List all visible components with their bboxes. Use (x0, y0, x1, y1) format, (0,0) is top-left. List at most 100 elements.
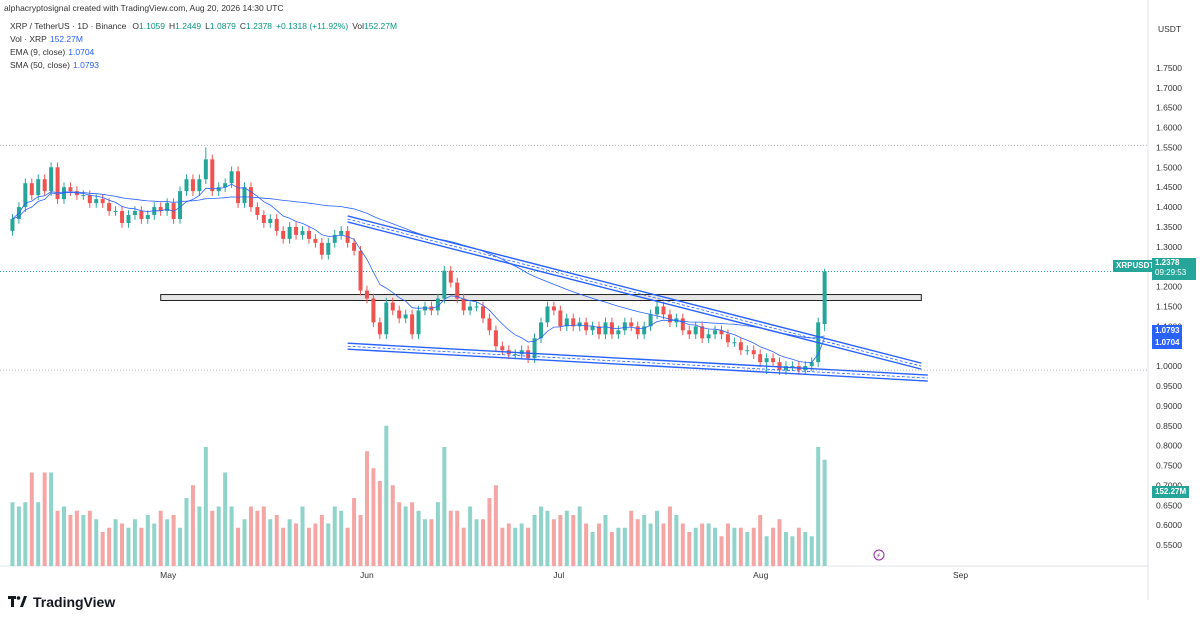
candle-body (145, 215, 150, 219)
candle-body (178, 191, 183, 219)
candle-body (313, 238, 318, 243)
volume-bar (500, 527, 505, 566)
candle-body (783, 366, 788, 371)
volume-bar (803, 532, 808, 566)
legend-volume[interactable]: Vol · XRP 152.27M (10, 34, 83, 44)
volume-bar (158, 510, 163, 566)
y-tick-label: 1.5000 (1156, 162, 1182, 172)
candle-body (126, 215, 131, 223)
volume-bar (751, 527, 756, 566)
volume-bar (822, 459, 827, 566)
volume-bar (197, 506, 202, 566)
candle-body (693, 326, 698, 335)
price-axis: 1.7500 1.7000 1.6500 1.6000 1.5500 1.5000 1.45… (1156, 63, 1182, 550)
volume-bar (178, 527, 183, 566)
falling-wedge (347, 215, 928, 382)
volume-bar (519, 523, 524, 566)
volume-bar (236, 527, 241, 566)
candle-body (713, 330, 718, 335)
volume-bar (771, 527, 776, 566)
candle-body (384, 302, 389, 335)
candle-body (745, 350, 750, 352)
tradingview-logo[interactable]: TradingView (8, 594, 115, 610)
y-tick-label: 1.3500 (1156, 222, 1182, 232)
candle-body (10, 218, 15, 231)
volume-value: 152.27M (364, 21, 398, 31)
candle-body (564, 318, 569, 327)
volume-bar (590, 532, 595, 566)
x-tick-label: May (160, 570, 177, 580)
volume-bar (738, 527, 743, 566)
ema-price-tag: 1.0704 (1152, 337, 1183, 349)
svg-text:⚡: ⚡ (876, 552, 881, 560)
candle-body (732, 342, 737, 344)
candle-body (210, 159, 215, 192)
volume-bar (622, 527, 627, 566)
candle-body (364, 290, 369, 299)
candle-body (190, 179, 195, 192)
candle-body (771, 358, 776, 363)
volume-bar (107, 527, 112, 566)
volume-bar (94, 519, 99, 566)
lightning-icon[interactable]: ⚡ (873, 549, 885, 561)
volume-tag: 152.27M (1152, 486, 1190, 498)
chart-credit: alphacryptosignal created with TradingVi… (4, 3, 284, 13)
volume-bar (326, 523, 331, 566)
wedge-upper-edge (347, 215, 922, 364)
candle-body (306, 230, 311, 239)
volume-bar (62, 506, 67, 566)
wedge-lower-midline (347, 345, 928, 379)
candle-body (326, 242, 331, 255)
y-tick-label: 1.3000 (1156, 242, 1182, 252)
y-tick-label: 1.5500 (1156, 142, 1182, 152)
volume-bar (713, 527, 718, 566)
volume-bar (455, 510, 460, 566)
volume-bar (403, 506, 408, 566)
volume-bar (274, 515, 279, 566)
last-price-tag: 1.2378 09:29:53 (1152, 258, 1196, 280)
y-tick-label: 1.4000 (1156, 202, 1182, 212)
candle-body (94, 199, 99, 204)
candle-body (738, 342, 743, 351)
volume-bar (732, 527, 737, 566)
volume-bar (184, 498, 189, 566)
volume-bar (493, 485, 498, 566)
volume-bar (87, 510, 92, 566)
candle-body (809, 362, 814, 367)
volume-bar (377, 481, 382, 566)
candle-body (390, 302, 395, 311)
wedge-upper-midline (347, 218, 922, 367)
candle-body (100, 199, 105, 204)
legend-ema[interactable]: EMA (9, close) 1.0704 (10, 47, 95, 57)
volume-bar (422, 519, 427, 566)
volume-bar (584, 523, 589, 566)
volume-bar (448, 510, 453, 566)
volume-bar (81, 515, 86, 566)
candle-body (648, 314, 653, 327)
candle-body (758, 354, 763, 363)
symbol-label[interactable]: XRP / TetherUS · 1D · Binance (10, 21, 127, 31)
wedge-lower-edge (347, 348, 928, 382)
volume-bar (223, 472, 228, 566)
candle-body (461, 298, 466, 311)
legend-sma[interactable]: SMA (50, close) 1.0793 (10, 60, 99, 70)
candle-body (107, 203, 112, 212)
volume-bar (248, 506, 253, 566)
candle-body (358, 250, 363, 291)
volume-bar (352, 498, 357, 566)
volume-bar (513, 527, 518, 566)
candle-body (49, 167, 54, 192)
volume-bar (597, 523, 602, 566)
volume-bar (435, 502, 440, 566)
volume-bar (745, 532, 750, 566)
volume-bar (603, 515, 608, 566)
volume-bar (461, 527, 466, 566)
candle-body (751, 350, 756, 355)
currency-label: USDT (1158, 24, 1181, 34)
volume-bar (281, 527, 286, 566)
volume-bar (29, 472, 34, 566)
open-value: 1.1059 (139, 21, 166, 31)
volume-bar (345, 527, 350, 566)
volume-bar (616, 527, 621, 566)
